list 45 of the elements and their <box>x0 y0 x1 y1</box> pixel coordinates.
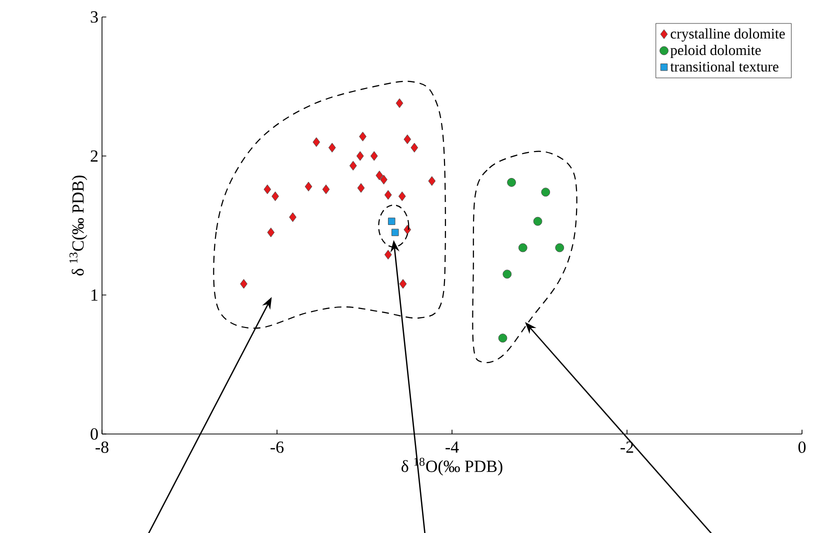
point <box>498 334 508 343</box>
point <box>380 174 388 184</box>
x-tick-label: -6 <box>270 442 284 453</box>
y-axis-title: δ $^{13}$C(‰ PDB) <box>69 176 88 276</box>
x-tick-label: 0 <box>798 442 806 453</box>
point <box>357 183 365 193</box>
point <box>289 212 296 222</box>
point <box>384 250 392 260</box>
point <box>370 151 378 161</box>
point <box>264 184 272 194</box>
legend-label: peloid dolomite <box>670 44 761 58</box>
point <box>322 184 330 194</box>
point <box>410 142 418 152</box>
point <box>541 188 550 197</box>
point <box>399 279 407 289</box>
point <box>502 270 512 279</box>
point <box>328 142 336 152</box>
point <box>384 190 392 200</box>
point <box>240 279 248 289</box>
point <box>428 176 436 186</box>
point <box>272 191 279 202</box>
y-tick-label: 0 <box>90 428 98 440</box>
point <box>404 134 412 144</box>
point <box>518 243 528 252</box>
point <box>507 178 516 187</box>
y-tick-label: 1 <box>92 289 98 301</box>
y-tick-label: 3 <box>90 11 98 23</box>
legend-label: crystalline dolomite <box>670 28 785 42</box>
point <box>349 160 357 171</box>
point <box>391 228 399 236</box>
point <box>396 98 404 108</box>
point <box>376 170 384 180</box>
point <box>312 137 320 147</box>
point <box>388 218 396 225</box>
y-tick-label: 2 <box>90 150 98 162</box>
point <box>555 243 564 252</box>
point <box>359 132 366 142</box>
x-tick-label: -4 <box>446 442 459 453</box>
legend-label: transitional texture <box>670 61 778 72</box>
point <box>533 216 542 226</box>
point <box>267 228 275 238</box>
point <box>398 191 406 202</box>
x-tick-label: -8 <box>96 442 108 453</box>
point <box>304 182 312 192</box>
point <box>356 151 364 161</box>
